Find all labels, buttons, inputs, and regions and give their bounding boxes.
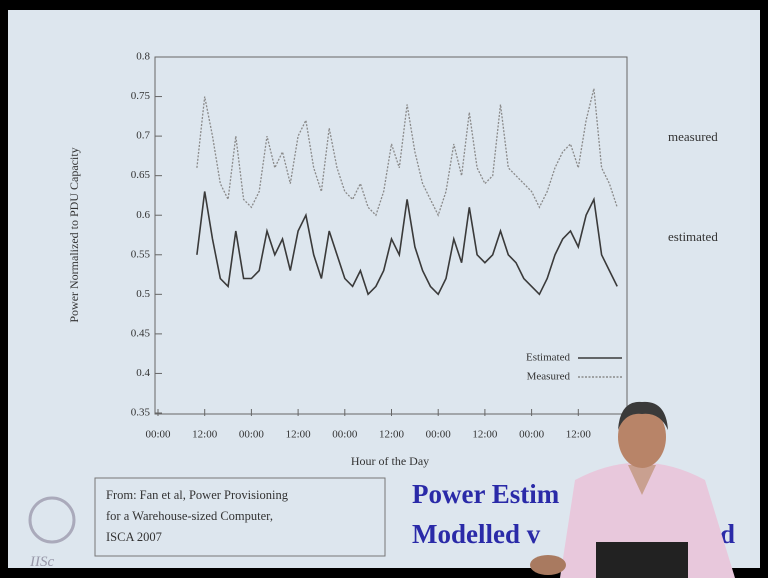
y-tick-label: 0.8 <box>136 51 150 63</box>
legend-label: Estimated <box>526 352 570 364</box>
y-tick-label: 0.4 <box>136 367 150 379</box>
y-tick-label: 0.7 <box>136 130 150 142</box>
y-tick-label: 0.5 <box>136 288 150 300</box>
y-tick-label: 0.6 <box>136 209 150 221</box>
citation: From: Fan et al, Power Provisioning <box>106 488 289 502</box>
series-line <box>196 88 618 217</box>
annotation: measured <box>668 129 718 144</box>
citation-box <box>94 477 386 557</box>
speaker <box>530 401 735 578</box>
series-line <box>196 191 618 296</box>
y-tick-label: 0.55 <box>131 248 151 260</box>
slide-title: Power Estim <box>412 479 560 509</box>
x-tick-label: 12:00 <box>286 429 312 441</box>
x-tick-label: 12:00 <box>566 429 592 441</box>
x-tick-label: 00:00 <box>332 429 358 441</box>
y-tick-label: 0.75 <box>131 90 151 102</box>
slide-title: Modelled v <box>412 519 541 549</box>
y-tick-label: 0.45 <box>131 327 151 339</box>
y-axis-label: Power Normalized to PDU Capacity <box>67 147 81 322</box>
x-tick-label: 00:00 <box>426 429 452 441</box>
x-tick-label: 12:00 <box>472 429 498 441</box>
x-tick-label: 00:00 <box>145 429 171 441</box>
x-tick-label: 12:00 <box>379 429 405 441</box>
logo-text: IISc <box>29 554 54 570</box>
citation: for a Warehouse-sized Computer, <box>106 509 273 523</box>
x-tick-label: 00:00 <box>239 429 265 441</box>
legend-label: Measured <box>527 371 571 383</box>
annotation: estimated <box>668 229 718 244</box>
y-tick-label: 0.35 <box>131 407 151 419</box>
citation: ISCA 2007 <box>106 530 162 544</box>
x-tick-label: 00:00 <box>519 429 545 441</box>
y-tick-label: 0.65 <box>131 169 151 181</box>
x-tick-label: 12:00 <box>192 429 218 441</box>
logo: IISc <box>28 496 76 570</box>
x-axis-label: Hour of the Day <box>351 454 429 468</box>
